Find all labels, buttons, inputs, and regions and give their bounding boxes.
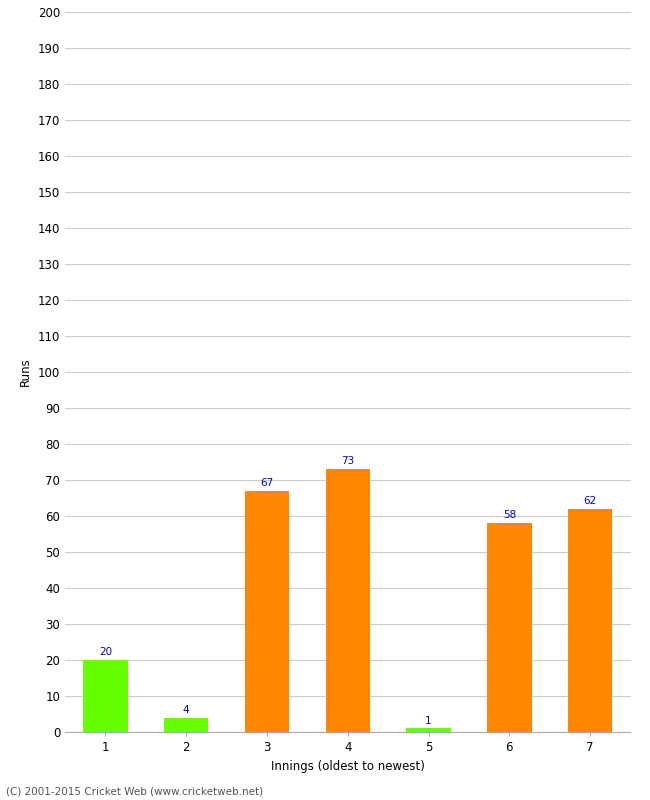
Bar — [406, 729, 450, 732]
Text: 73: 73 — [341, 456, 354, 466]
Bar — [568, 509, 612, 732]
Text: 20: 20 — [99, 647, 112, 657]
Bar — [164, 718, 209, 732]
Text: 58: 58 — [502, 510, 516, 520]
X-axis label: Innings (oldest to newest): Innings (oldest to newest) — [271, 759, 424, 773]
Bar — [487, 523, 532, 732]
Y-axis label: Runs: Runs — [20, 358, 32, 386]
Text: 62: 62 — [584, 496, 597, 506]
Bar — [326, 469, 370, 732]
Text: 67: 67 — [261, 478, 274, 488]
Bar — [245, 490, 289, 732]
Text: 4: 4 — [183, 705, 190, 714]
Text: 1: 1 — [425, 715, 432, 726]
Text: (C) 2001-2015 Cricket Web (www.cricketweb.net): (C) 2001-2015 Cricket Web (www.cricketwe… — [6, 786, 264, 796]
Bar — [83, 660, 127, 732]
